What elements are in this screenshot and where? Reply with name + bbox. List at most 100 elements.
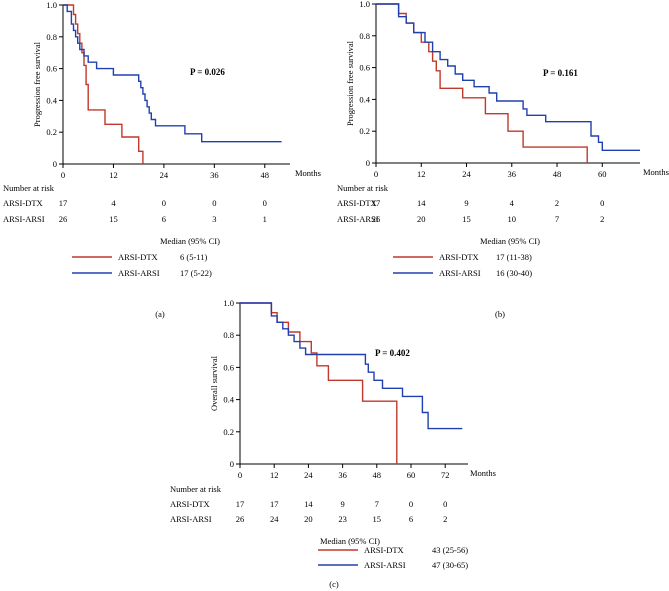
risk-value: 4: [510, 198, 515, 208]
risk-value: 15: [109, 214, 118, 224]
risk-value: 9: [464, 198, 468, 208]
median-value: 6 (5-11): [180, 252, 207, 262]
y-tick-label: 0.6: [223, 362, 234, 372]
median-title: Median (95% CI): [480, 236, 540, 246]
x-tick-label: 60: [407, 470, 416, 480]
risk-value: 4: [111, 198, 116, 208]
y-tick-label: 0.8: [223, 330, 234, 340]
x-tick-label: 36: [210, 170, 219, 180]
panel-label: (a): [155, 309, 165, 319]
risk-value: 7: [555, 214, 559, 224]
risk-value: 26: [372, 214, 381, 224]
median-value: 16 (30-40): [496, 268, 532, 278]
series-line-arsi-dtx: [63, 4, 144, 164]
x-tick-label: 48: [373, 470, 382, 480]
x-tick-label: 24: [304, 470, 313, 480]
y-tick-label: 0.6: [359, 63, 370, 73]
y-tick-label: 0.2: [223, 427, 234, 437]
median-title: Median (95% CI): [320, 536, 380, 546]
p-value: P = 0.161: [543, 68, 578, 78]
panel-b: 00.20.40.60.81.00 12 24 36 48 60 MonthsProgres…: [337, 0, 669, 319]
risk-value: 23: [338, 514, 347, 524]
x-tick-label: 48: [553, 169, 562, 179]
x-tick-label: 12: [270, 470, 279, 480]
legend-label: ARSI-DTX: [439, 252, 479, 262]
risk-value: 15: [373, 514, 382, 524]
risk-value: 26: [59, 214, 68, 224]
legend-label: ARSI-DTX: [364, 545, 404, 555]
legend-label: ARSI-DTX: [118, 252, 158, 262]
risk-value: 24: [270, 514, 279, 524]
panel-label: (b): [495, 309, 505, 319]
legend-label: ARSI-ARSI: [439, 268, 481, 278]
y-tick-label: 0.4: [359, 94, 370, 104]
risk-value: 14: [417, 198, 426, 208]
risk-value: 26: [236, 514, 245, 524]
panel-label: (c): [329, 579, 339, 589]
y-tick-label: 0: [366, 158, 370, 168]
y-axis-label: Overall survival: [209, 355, 219, 411]
y-tick-label: 0.8: [46, 32, 57, 42]
y-tick-label: 1.0: [359, 0, 370, 9]
x-tick-label: 36: [508, 169, 517, 179]
y-axis-label: Progression free survival: [32, 41, 42, 127]
risk-value: 17: [270, 499, 279, 509]
legend-label: ARSI-ARSI: [364, 560, 406, 570]
risk-value: 7: [375, 499, 379, 509]
x-tick-label: 36: [338, 470, 347, 480]
risk-value: 1: [263, 214, 267, 224]
x-tick-label: 12: [109, 170, 118, 180]
risk-value: 6: [162, 214, 166, 224]
y-tick-label: 0: [230, 459, 234, 469]
risk-value: 0: [443, 499, 447, 509]
x-tick-label: 12: [417, 169, 426, 179]
risk-value: 17: [59, 198, 68, 208]
p-value: P = 0.402: [375, 348, 410, 358]
risk-value: 20: [417, 214, 426, 224]
p-value: P = 0.026: [190, 67, 225, 77]
x-axis-label: Months: [643, 167, 669, 177]
series-line-arsi-arsi: [240, 302, 463, 430]
series-line-arsi-arsi: [376, 3, 640, 151]
risk-row-label: ARSI-ARSI: [3, 214, 45, 224]
risk-value: 0: [212, 198, 216, 208]
y-tick-label: 1.0: [46, 0, 57, 10]
risk-value: 20: [304, 514, 313, 524]
risk-row-label: ARSI-DTX: [337, 198, 377, 208]
y-tick-label: 0.4: [223, 395, 234, 405]
risk-value: 6: [409, 514, 413, 524]
risk-row-label: ARSI-ARSI: [337, 214, 379, 224]
risk-value: 2: [555, 198, 559, 208]
y-tick-label: 1.0: [223, 298, 234, 308]
risk-table-title: Number at risk: [337, 183, 389, 193]
risk-value: 17: [236, 499, 245, 509]
x-tick-label: 24: [462, 169, 471, 179]
y-tick-label: 0.8: [359, 31, 370, 41]
risk-value: 17: [372, 198, 381, 208]
risk-value: 0: [409, 499, 413, 509]
risk-value: 9: [340, 499, 344, 509]
risk-value: 15: [462, 214, 471, 224]
risk-value: 0: [600, 198, 604, 208]
median-value: 43 (25-56): [432, 545, 468, 555]
y-tick-label: 0.2: [359, 126, 370, 136]
median-value: 17 (5-22): [180, 268, 212, 278]
x-tick-label: 24: [160, 170, 169, 180]
risk-value: 2: [600, 214, 604, 224]
median-title: Median (95% CI): [160, 236, 220, 246]
y-tick-label: 0.6: [46, 64, 57, 74]
series-line-arsi-arsi: [63, 4, 282, 143]
risk-row-label: ARSI-DTX: [170, 499, 210, 509]
risk-row-label: ARSI-ARSI: [170, 514, 212, 524]
x-tick-label: 0: [61, 170, 65, 180]
x-tick-label: 48: [261, 170, 270, 180]
risk-value: 0: [263, 198, 267, 208]
median-value: 17 (11-38): [496, 252, 532, 262]
risk-value: 0: [162, 198, 166, 208]
y-axis-label: Progression free survival: [345, 40, 355, 126]
x-tick-label: 0: [238, 470, 242, 480]
panel-a: 00.20.40.60.81.00 12 24 36 48 MonthsProgressi…: [3, 0, 321, 319]
x-axis-label: Months: [470, 468, 496, 478]
